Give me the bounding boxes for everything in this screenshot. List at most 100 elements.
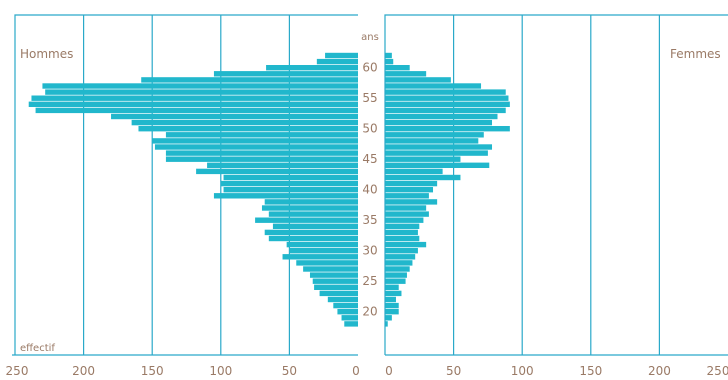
bar-femmes-age-33 (385, 229, 418, 236)
x-tick-right-150: 150 (579, 364, 602, 378)
left-panel-frame (14, 14, 358, 355)
age-tick-label-30: 30 (362, 244, 377, 258)
bar-hommes-age-57 (42, 83, 358, 89)
bar-femmes-age-53 (385, 107, 506, 114)
x-tick-right-50: 50 (446, 364, 461, 378)
bar-hommes-age-24 (314, 284, 358, 290)
bar-femmes-age-56 (385, 89, 506, 95)
bar-femmes-age-36 (385, 211, 429, 217)
x-tick-right-100: 100 (511, 364, 534, 378)
bar-femmes-age-60 (385, 65, 410, 71)
bar-femmes-age-39 (385, 193, 429, 199)
bar-hommes-age-29 (282, 254, 358, 260)
bar-femmes-age-42 (385, 174, 461, 181)
bar-hommes-age-60 (266, 65, 358, 71)
bar-femmes-age-26 (385, 272, 407, 278)
bar-hommes-age-26 (309, 272, 358, 278)
x-tick-left-200: 200 (72, 364, 95, 378)
bar-femmes-age-30 (385, 248, 418, 254)
bar-hommes-age-22 (327, 296, 358, 303)
bar-hommes-age-19 (341, 315, 358, 321)
bar-hommes-age-42 (223, 174, 358, 181)
age-tick-label-50: 50 (362, 122, 377, 136)
bar-femmes-age-47 (385, 144, 493, 150)
age-tick-label-55: 55 (362, 91, 377, 105)
age-tick-label-35: 35 (362, 213, 377, 227)
bar-femmes-age-24 (385, 284, 399, 290)
bar-hommes-age-45 (165, 156, 358, 162)
bar-femmes-age-54 (385, 101, 510, 107)
bar-hommes-age-58 (141, 77, 358, 83)
bar-femmes-age-37 (385, 205, 427, 211)
bar-hommes-age-25 (312, 278, 358, 284)
left-series-label: Hommes (20, 47, 73, 61)
bar-femmes-age-59 (385, 71, 427, 77)
bar-hommes-age-28 (296, 260, 358, 266)
bar-hommes-age-44 (207, 162, 358, 168)
bar-hommes-age-18 (344, 321, 358, 327)
bar-femmes-age-61 (385, 58, 394, 65)
x-unit-label: effectif (20, 343, 55, 354)
bar-hommes-age-31 (286, 241, 358, 248)
bar-hommes-age-20 (337, 309, 358, 315)
x-tick-right-250: 250 (707, 364, 728, 378)
bar-hommes-age-37 (261, 205, 358, 211)
bar-hommes-age-21 (333, 302, 358, 309)
age-tick-label-25: 25 (362, 274, 377, 288)
bar-hommes-age-46 (165, 150, 358, 156)
bar-femmes-age-21 (385, 302, 399, 309)
bar-hommes-age-47 (154, 144, 358, 150)
bar-femmes-age-51 (385, 119, 493, 126)
right-panel-frame (384, 14, 728, 355)
bars-group (28, 52, 510, 327)
bar-femmes-age-20 (385, 309, 399, 315)
bar-femmes-age-48 (385, 138, 479, 144)
bar-femmes-age-50 (385, 126, 510, 132)
bar-femmes-age-22 (385, 296, 396, 303)
bar-femmes-age-27 (385, 266, 410, 272)
bar-hommes-age-38 (264, 199, 358, 205)
bar-femmes-age-62 (385, 52, 392, 59)
bar-hommes-age-30 (289, 248, 358, 254)
bar-hommes-age-27 (303, 266, 358, 272)
x-tick-right-0: 0 (385, 364, 393, 378)
bar-femmes-age-58 (385, 77, 451, 83)
age-tick-label-60: 60 (362, 61, 377, 75)
bar-femmes-age-34 (385, 223, 420, 229)
bar-hommes-age-40 (223, 187, 358, 193)
bar-hommes-age-59 (213, 71, 358, 77)
x-tick-left-50: 50 (282, 364, 297, 378)
bar-hommes-age-61 (316, 58, 358, 65)
panel-frames (12, 14, 728, 356)
bar-hommes-age-34 (272, 223, 358, 229)
age-tick-label-40: 40 (362, 183, 377, 197)
bar-femmes-age-18 (385, 321, 388, 327)
bar-hommes-age-33 (264, 229, 358, 236)
bar-femmes-age-35 (385, 217, 424, 223)
bar-hommes-age-35 (255, 217, 358, 223)
bar-femmes-age-38 (385, 199, 438, 205)
bar-hommes-age-53 (35, 107, 358, 114)
bar-hommes-age-36 (268, 211, 358, 217)
bar-femmes-age-28 (385, 260, 413, 266)
bar-hommes-age-62 (325, 52, 358, 59)
bar-hommes-age-50 (138, 126, 358, 132)
bar-femmes-age-29 (385, 254, 416, 260)
x-tick-left-150: 150 (141, 364, 164, 378)
x-tick-left-100: 100 (209, 364, 232, 378)
bar-femmes-age-46 (385, 150, 488, 156)
x-tick-left-0: 0 (352, 364, 360, 378)
bar-femmes-age-55 (385, 95, 509, 101)
x-tick-right-200: 200 (648, 364, 671, 378)
bar-femmes-age-45 (385, 156, 461, 162)
age-tick-label-45: 45 (362, 152, 377, 166)
bar-femmes-age-25 (385, 278, 406, 284)
x-tick-left-250: 250 (6, 364, 29, 378)
bar-hommes-age-32 (268, 235, 358, 242)
bar-femmes-age-32 (385, 235, 420, 242)
right-series-label: Femmes (670, 47, 721, 61)
bar-femmes-age-52 (385, 113, 498, 120)
bar-hommes-age-52 (111, 113, 358, 120)
